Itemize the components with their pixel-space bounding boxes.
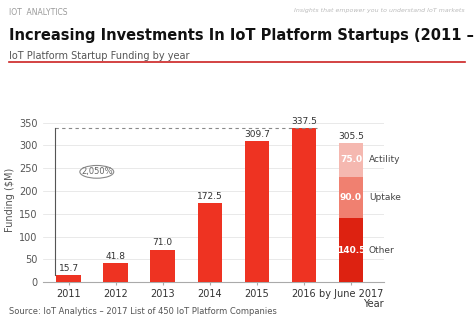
Text: 140.5: 140.5 [337, 246, 365, 255]
Text: 337.5: 337.5 [291, 117, 317, 126]
Text: 41.8: 41.8 [106, 252, 126, 261]
Text: 15.7: 15.7 [58, 264, 79, 273]
Text: 75.0: 75.0 [340, 155, 362, 164]
Bar [339, 177, 363, 218]
Bar [150, 250, 175, 282]
Bar [198, 203, 222, 282]
Text: 309.7: 309.7 [244, 130, 270, 139]
Text: Increasing Investments In IoT Platform Startups (2011 – June 2017): Increasing Investments In IoT Platform S… [9, 28, 474, 43]
Text: Insights that empower you to understand IoT markets: Insights that empower you to understand … [294, 8, 465, 13]
Text: 305.5: 305.5 [338, 132, 364, 141]
Text: Source: IoT Analytics – 2017 List of 450 IoT Platform Companies: Source: IoT Analytics – 2017 List of 450… [9, 307, 277, 316]
Text: Year: Year [363, 299, 384, 309]
Bar [339, 143, 363, 177]
Text: Actility: Actility [369, 155, 401, 164]
Bar [339, 218, 363, 282]
Bar [56, 275, 81, 282]
Text: 90.0: 90.0 [340, 193, 362, 202]
Bar [245, 141, 269, 282]
Text: IoT Platform Startup Funding by year: IoT Platform Startup Funding by year [9, 51, 190, 61]
Bar [103, 263, 128, 282]
Text: Other: Other [369, 246, 395, 255]
Text: IOT  ANALYTICS: IOT ANALYTICS [9, 8, 68, 17]
Bar [292, 128, 316, 282]
Y-axis label: Funding ($M): Funding ($M) [5, 168, 15, 232]
Text: 2,050%: 2,050% [81, 167, 113, 176]
Text: Uptake: Uptake [369, 193, 401, 202]
Text: 71.0: 71.0 [153, 238, 173, 247]
Text: 172.5: 172.5 [197, 192, 223, 201]
